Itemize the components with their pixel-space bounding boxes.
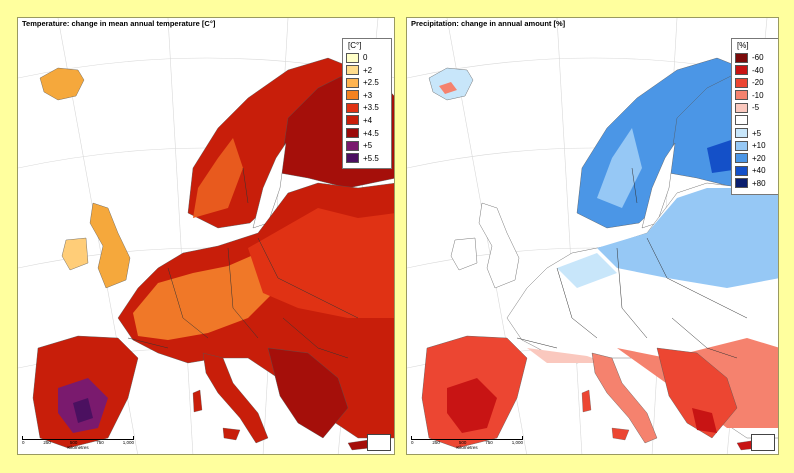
legend-item: +5	[346, 140, 388, 151]
legend-item: 0	[346, 52, 388, 63]
legend-label: -10	[752, 90, 764, 100]
legend-item: +40	[735, 165, 775, 176]
scale-tick-label: 750	[485, 440, 493, 445]
legend-item: -5	[735, 102, 775, 113]
legend-label: +2	[363, 65, 373, 75]
legend-item: +80	[735, 178, 775, 189]
legend-swatch	[735, 52, 748, 63]
legend-swatch	[735, 77, 748, 88]
legend-swatch	[735, 90, 748, 101]
legend-swatch	[735, 65, 748, 76]
precipitation-legend: [%] -60 -40 -20 -10 -5 +5 +10 +20 +40 +80	[731, 38, 778, 195]
legend-label: +3.5	[363, 103, 379, 113]
scale-tick-label: 750	[96, 440, 104, 445]
legend-label: +40	[752, 166, 766, 176]
iceland-region	[39, 67, 85, 101]
legend-item: +2	[346, 65, 388, 76]
legend-label: +20	[752, 153, 766, 163]
legend-item: -60	[735, 52, 775, 63]
cyprus-inset	[751, 434, 775, 451]
legend-label: +2.5	[363, 78, 379, 88]
legend-item: -20	[735, 77, 775, 88]
scale-tick-label: 1,000	[511, 440, 523, 445]
precipitation-map-title: Precipitation: change in annual amount […	[411, 19, 566, 28]
legend-item: +5	[735, 128, 775, 139]
temperature-map-panel: Temperature: change in mean annual tempe…	[17, 17, 395, 455]
italy-region	[202, 352, 269, 444]
legend-swatch	[346, 128, 359, 139]
scale-tick-label: 250	[43, 440, 51, 445]
legend-item: +3.5	[346, 102, 388, 113]
precipitation-scalebar: 0 250 500 750 1,000 Kilometres	[411, 436, 523, 450]
legend-swatch	[735, 140, 748, 151]
temperature-legend-unit: [C°]	[348, 41, 362, 50]
scale-tick-label: 500	[458, 440, 467, 445]
temperature-scalebar: 0 250 500 750 1,000 Kilometres	[22, 436, 134, 450]
scale-tick-label: 1,000	[122, 440, 134, 445]
legend-item: +2.5	[346, 77, 388, 88]
legend-item: -40	[735, 65, 775, 76]
legend-item: +10	[735, 140, 775, 151]
precipitation-map	[407, 18, 778, 454]
legend-swatch	[346, 65, 359, 76]
legend-label: +4.5	[363, 128, 379, 138]
scale-tick-label: 0	[411, 440, 414, 445]
legend-label: +3	[363, 90, 373, 100]
temperature-map-title: Temperature: change in mean annual tempe…	[22, 19, 216, 28]
legend-label: +5.5	[363, 153, 379, 163]
scale-line	[411, 436, 523, 440]
legend-item	[735, 115, 775, 126]
legend-label: +5	[752, 128, 762, 138]
legend-item: +4.5	[346, 128, 388, 139]
legend-swatch	[735, 115, 748, 126]
legend-label: 0	[363, 53, 368, 62]
legend-swatch	[346, 77, 359, 88]
legend-item: +5.5	[346, 153, 388, 164]
scale-line	[22, 436, 134, 440]
legend-swatch	[735, 153, 748, 164]
britain-region	[89, 202, 131, 289]
legend-label: -60	[752, 53, 764, 62]
temperature-map	[18, 18, 394, 454]
legend-swatch	[346, 90, 359, 101]
ireland-region	[61, 237, 89, 271]
legend-label: -20	[752, 78, 764, 88]
legend-label: +5	[363, 141, 373, 151]
legend-item: +4	[346, 115, 388, 126]
legend-swatch	[346, 153, 359, 164]
scale-tick-label: 250	[432, 440, 440, 445]
scale-tick-label: 500	[69, 440, 78, 445]
legend-swatch	[735, 102, 748, 113]
legend-swatch	[346, 102, 359, 113]
scale-unit-label: Kilometres	[67, 445, 89, 450]
legend-label: -5	[752, 103, 760, 113]
legend-label: +80	[752, 178, 766, 188]
temperature-legend: [C°] 0 +2 +2.5 +3 +3.5 +4 +4.5 +5 +5.5	[342, 38, 392, 170]
legend-swatch	[735, 128, 748, 139]
legend-item: -10	[735, 90, 775, 101]
precipitation-legend-unit: [%]	[737, 41, 749, 50]
legend-swatch	[735, 178, 748, 189]
cyprus-inset	[367, 434, 391, 451]
legend-label: +10	[752, 141, 766, 151]
legend-label: -40	[752, 65, 764, 75]
precipitation-map-panel: Precipitation: change in annual amount […	[406, 17, 779, 455]
legend-swatch	[735, 165, 748, 176]
balkans-region	[267, 347, 349, 439]
legend-swatch	[346, 115, 359, 126]
legend-swatch	[346, 140, 359, 151]
legend-item: +20	[735, 153, 775, 164]
scale-tick-label: 0	[22, 440, 25, 445]
legend-item: +3	[346, 90, 388, 101]
legend-label: +4	[363, 115, 373, 125]
scale-unit-label: Kilometres	[456, 445, 478, 450]
legend-swatch	[346, 52, 359, 63]
